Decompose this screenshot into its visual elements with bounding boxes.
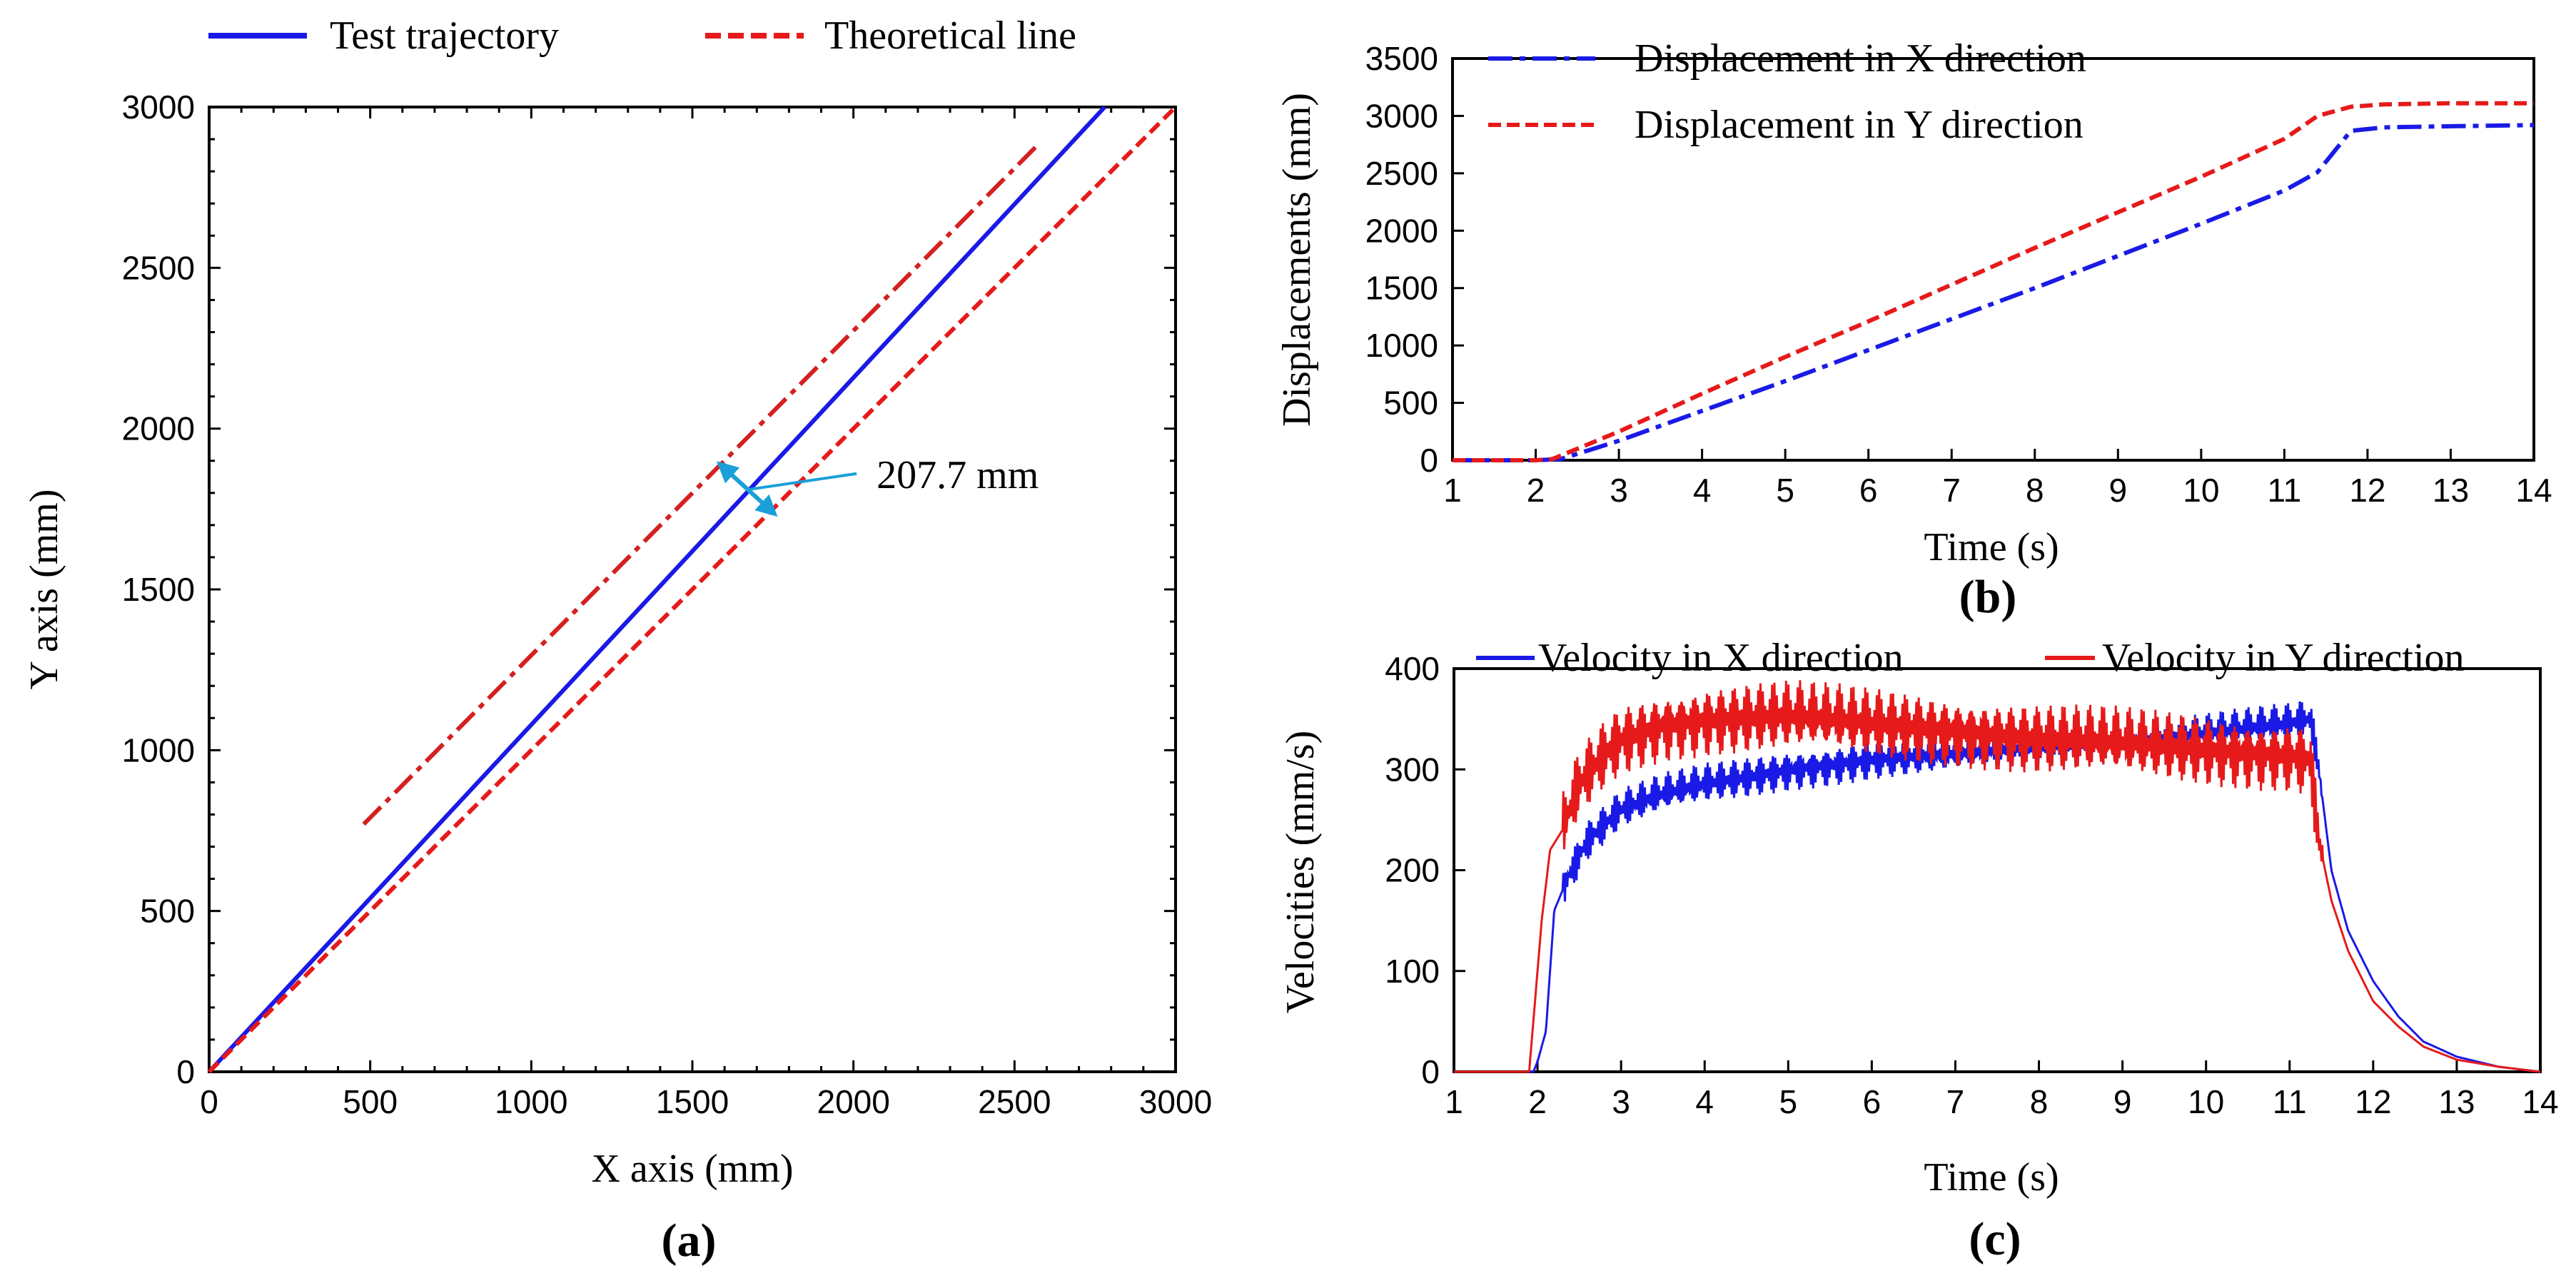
x-tick-label: 9 — [2113, 1083, 2132, 1120]
x-tick-label: 13 — [2438, 1083, 2475, 1120]
series-line-test-trajectory — [207, 105, 1106, 1074]
y-tick-label: 0 — [1421, 1053, 1440, 1090]
x-tick-label: 1500 — [656, 1083, 729, 1120]
y-tick-label: 300 — [1385, 751, 1440, 788]
panel-b-y-axis-title: Displacements (mm) — [1275, 93, 1319, 427]
x-tick-label: 2000 — [817, 1083, 889, 1120]
panel-c-y-axis-title: Velocities (mm/s) — [1278, 731, 1323, 1014]
panel-c-label: (c) — [1969, 1213, 2021, 1265]
x-tick-label: 0 — [200, 1083, 218, 1120]
series-line-displacement-in-y-direction — [1453, 101, 2534, 462]
panel-b-label: (b) — [1959, 571, 2017, 623]
y-tick-label: 2500 — [1365, 155, 1438, 192]
annotation-leader-line — [747, 472, 857, 492]
series-line-theoretical-line — [207, 105, 1178, 1074]
panel-a-x-axis-title: X axis (mm) — [591, 1147, 793, 1191]
y-tick-label: 200 — [1385, 852, 1440, 889]
x-tick-label: 6 — [1863, 1083, 1882, 1120]
x-tick-label: 1000 — [495, 1083, 567, 1120]
panel-b-displacement-chart: 1 2 3 4 5 6 7 8 9 10 11 12 13 14050010001500200025003… — [1275, 36, 2552, 623]
y-tick-label: 1000 — [122, 731, 195, 769]
x-tick-label: 7 — [1946, 1083, 1965, 1120]
y-tick-label: 1000 — [1365, 327, 1438, 364]
x-tick-label: 8 — [2030, 1083, 2049, 1120]
panel-a-annotation: 207.7 mm — [716, 453, 1039, 517]
y-tick-label: 0 — [1420, 442, 1438, 479]
panel-a-series — [207, 105, 1178, 1074]
x-tick-label: 1 — [1443, 472, 1462, 509]
y-tick-label: 1500 — [1365, 270, 1438, 307]
y-tick-label: 1500 — [122, 571, 195, 608]
x-tick-label: 11 — [2273, 1083, 2307, 1120]
panel-b-ticks: 1 2 3 4 5 6 7 8 9 10 11 12 13 14050010001500200025003… — [1365, 40, 2552, 509]
panel-a-y-axis-title: Y axis (mm) — [22, 490, 66, 690]
legend-label-displacement-y: Displacement in Y direction — [1635, 103, 2083, 147]
legend-label-displacement-x: Displacement in X direction — [1635, 36, 2086, 81]
y-tick-label: 500 — [1383, 385, 1438, 422]
series-line-velocity-in-y-direction — [1454, 680, 2541, 1073]
panel-b-series — [1453, 101, 2535, 462]
x-tick-label: 14 — [2515, 472, 2552, 509]
panel-b-legend: Displacement in X direction Displacement… — [1488, 36, 2086, 147]
x-tick-label: 14 — [2522, 1083, 2558, 1120]
y-tick-label: 400 — [1385, 650, 1440, 687]
legend-label-velocity-x: Velocity in X direction — [1538, 636, 1904, 680]
x-tick-label: 3 — [1612, 1083, 1630, 1120]
y-tick-label: 2000 — [1365, 212, 1438, 249]
x-tick-label: 8 — [2026, 472, 2044, 509]
x-tick-label: 3000 — [1139, 1083, 1212, 1120]
x-tick-label: 1 — [1445, 1083, 1463, 1120]
panel-a-ticks: 0 500 1000 1500 2000 2500 3000 0 500 1000 1500 2000… — [122, 88, 1213, 1120]
y-tick-label: 3000 — [1365, 97, 1438, 134]
y-tick-label: 3000 — [122, 88, 195, 126]
x-tick-label: 7 — [1942, 472, 1961, 509]
y-tick-label: 2500 — [122, 249, 195, 286]
x-tick-label: 10 — [2188, 1083, 2224, 1120]
legend-label-theoretical-line: Theoretical line — [824, 14, 1076, 58]
x-tick-label: 12 — [2349, 472, 2385, 509]
panel-c-legend: Velocity in X direction Velocity in Y di… — [1476, 636, 2465, 680]
legend-label-test-trajectory: Test trajectory — [330, 14, 559, 58]
x-tick-label: 11 — [2268, 472, 2302, 509]
x-tick-label: 500 — [343, 1083, 398, 1120]
y-tick-label: 3500 — [1365, 40, 1438, 77]
panel-b-x-axis-title: Time (s) — [1924, 525, 2059, 569]
panel-a-trajectory-chart: 0 500 1000 1500 2000 2500 3000 0 500 1000 1500 2000… — [22, 14, 1212, 1267]
y-tick-label: 2000 — [122, 410, 195, 447]
x-tick-label: 10 — [2183, 472, 2219, 509]
x-tick-label: 4 — [1695, 1083, 1714, 1120]
x-tick-label: 2 — [1528, 1083, 1547, 1120]
x-tick-label: 13 — [2433, 472, 2469, 509]
x-tick-label: 5 — [1776, 472, 1794, 509]
panel-b-plot-frame — [1451, 57, 2535, 462]
panel-a-legend: Test trajectory Theoretical line — [208, 14, 1076, 58]
x-tick-label: 5 — [1779, 1083, 1798, 1120]
annotation-label: 207.7 mm — [877, 453, 1039, 497]
x-tick-label: 12 — [2355, 1083, 2391, 1120]
x-tick-label: 4 — [1693, 472, 1712, 509]
y-tick-label: 0 — [176, 1053, 195, 1090]
y-tick-label: 500 — [140, 893, 195, 930]
legend-label-velocity-y: Velocity in Y direction — [2102, 636, 2465, 680]
y-tick-label: 100 — [1385, 953, 1440, 990]
x-tick-label: 2 — [1527, 472, 1545, 509]
panel-c-series — [1454, 680, 2541, 1073]
x-tick-label: 3 — [1610, 472, 1628, 509]
x-tick-label: 6 — [1859, 472, 1878, 509]
x-tick-label: 2500 — [978, 1083, 1051, 1120]
x-tick-label: 9 — [2109, 472, 2128, 509]
series-line-offset-reference — [362, 141, 1042, 826]
panel-a-label: (a) — [662, 1214, 717, 1267]
panel-c-x-axis-title: Time (s) — [1924, 1155, 2059, 1200]
series-line-displacement-in-x-direction — [1453, 123, 2535, 462]
